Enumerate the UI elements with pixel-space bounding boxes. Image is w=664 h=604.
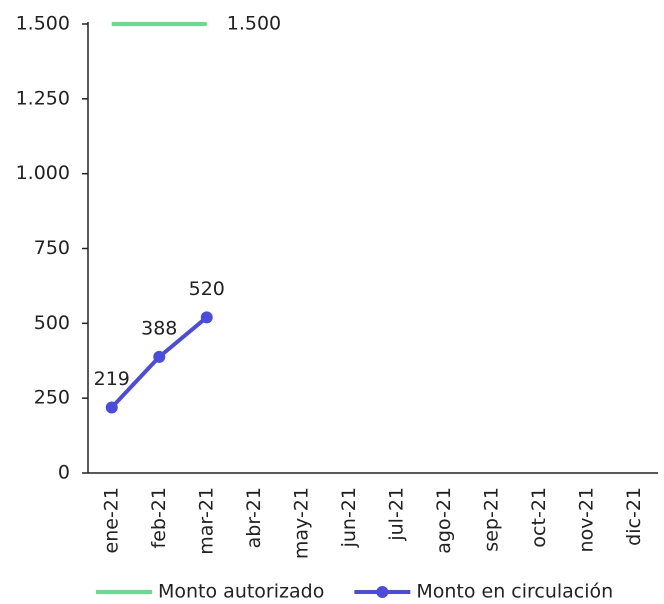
x-tick-label: jun-21: [338, 487, 360, 548]
x-tick-label: nov-21: [575, 487, 597, 552]
x-tick-label: jul-21: [385, 487, 407, 542]
x-tick-label: ago-21: [433, 487, 455, 554]
y-tick-label: 750: [34, 237, 70, 259]
data-label: 520: [189, 278, 225, 300]
x-tick-label: may-21: [290, 487, 312, 559]
y-tick-label: 0: [58, 462, 70, 484]
data-label: 219: [94, 368, 130, 390]
data-label: 388: [141, 317, 177, 339]
x-tick-label: oct-21: [528, 487, 550, 548]
data-label: 1.500: [227, 13, 281, 35]
y-tick-label: 500: [34, 312, 70, 334]
y-tick-label: 1.250: [16, 87, 70, 109]
y-tick-label: 1.500: [16, 13, 70, 35]
y-tick-label: 1.000: [16, 162, 70, 184]
x-tick-label: feb-21: [148, 487, 170, 548]
point: [105, 401, 118, 414]
point: [200, 311, 213, 324]
legend-label: Monto autorizado: [158, 581, 324, 603]
y-tick-label: 250: [34, 387, 70, 409]
x-tick-label: mar-21: [195, 487, 217, 555]
legend-label: Monto en circulación: [416, 581, 613, 603]
x-tick-label: sep-21: [480, 487, 502, 552]
legend-marker: [376, 586, 389, 598]
point: [153, 350, 166, 363]
x-tick-label: abr-21: [243, 487, 265, 548]
x-tick-label: ene-21: [100, 487, 122, 553]
x-tick-label: dic-21: [623, 487, 645, 546]
